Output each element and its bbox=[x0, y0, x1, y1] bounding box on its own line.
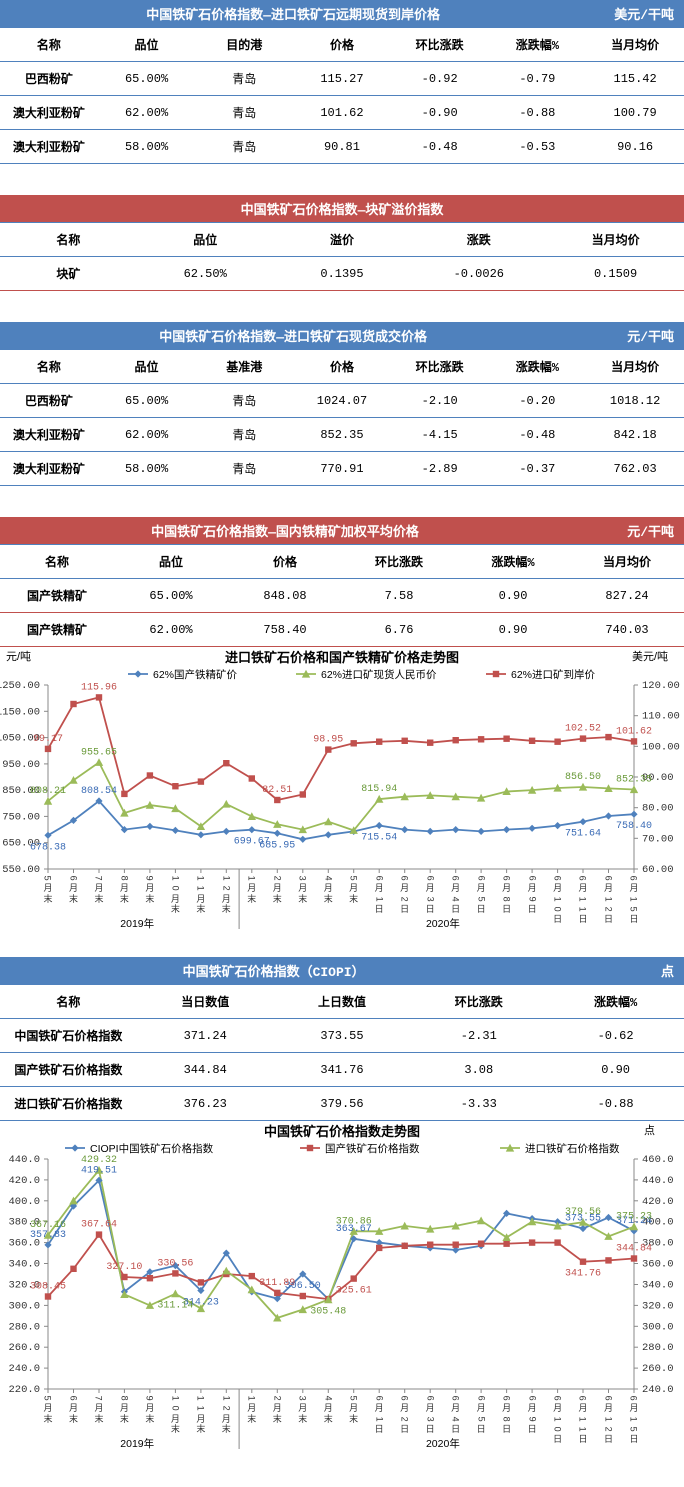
svg-text:260.0: 260.0 bbox=[8, 1342, 40, 1354]
svg-text:678.38: 678.38 bbox=[30, 842, 66, 853]
svg-text:308.45: 308.45 bbox=[30, 1282, 66, 1293]
svg-text:751.64: 751.64 bbox=[565, 829, 601, 840]
svg-text:440.0: 440.0 bbox=[642, 1175, 674, 1187]
svg-text:420.0: 420.0 bbox=[642, 1196, 674, 1208]
svg-text:1250.00: 1250.00 bbox=[0, 680, 40, 692]
svg-text:370.86: 370.86 bbox=[336, 1216, 372, 1227]
svg-text:101.62: 101.62 bbox=[616, 726, 652, 737]
svg-text:进口铁矿石价格指数: 进口铁矿石价格指数 bbox=[525, 1142, 620, 1155]
svg-text:460.0: 460.0 bbox=[642, 1154, 674, 1166]
svg-text:808.21: 808.21 bbox=[30, 786, 66, 797]
svg-text:305.48: 305.48 bbox=[310, 1307, 346, 1318]
svg-text:420.0: 420.0 bbox=[8, 1175, 40, 1187]
svg-text:62%进口矿现货人民币价: 62%进口矿现货人民币价 bbox=[321, 668, 437, 681]
svg-text:327.10: 327.10 bbox=[106, 1262, 142, 1273]
svg-text:808.54: 808.54 bbox=[81, 786, 117, 797]
svg-text:950.00: 950.00 bbox=[2, 759, 40, 771]
svg-text:856.50: 856.50 bbox=[565, 772, 601, 783]
svg-text:美元/吨: 美元/吨 bbox=[632, 650, 668, 663]
svg-text:80.00: 80.00 bbox=[642, 803, 674, 815]
svg-text:115.96: 115.96 bbox=[81, 682, 117, 693]
svg-text:元/吨: 元/吨 bbox=[6, 650, 31, 663]
svg-text:340.0: 340.0 bbox=[8, 1259, 40, 1271]
svg-text:中国铁矿石价格指数走势图: 中国铁矿石价格指数走势图 bbox=[264, 1124, 420, 1139]
svg-text:1150.00: 1150.00 bbox=[0, 706, 40, 718]
svg-text:852.35: 852.35 bbox=[616, 775, 652, 786]
svg-text:99.17: 99.17 bbox=[33, 734, 63, 745]
svg-text:815.94: 815.94 bbox=[361, 784, 397, 795]
svg-text:102.52: 102.52 bbox=[565, 724, 601, 735]
svg-text:311.14: 311.14 bbox=[157, 1301, 193, 1312]
svg-text:758.40: 758.40 bbox=[616, 821, 652, 832]
svg-text:699.67: 699.67 bbox=[234, 837, 270, 848]
svg-text:62%进口矿到岸价: 62%进口矿到岸价 bbox=[511, 668, 596, 681]
svg-text:325.61: 325.61 bbox=[336, 1286, 372, 1297]
svg-text:357.83: 357.83 bbox=[30, 1230, 66, 1241]
svg-text:379.56: 379.56 bbox=[565, 1207, 601, 1218]
svg-text:955.65: 955.65 bbox=[81, 747, 117, 758]
svg-text:429.32: 429.32 bbox=[81, 1155, 117, 1166]
svg-text:320.0: 320.0 bbox=[642, 1300, 674, 1312]
svg-text:400.0: 400.0 bbox=[8, 1196, 40, 1208]
svg-text:367.16: 367.16 bbox=[30, 1220, 66, 1231]
svg-text:CIOPI中国铁矿石价格指数: CIOPI中国铁矿石价格指数 bbox=[90, 1142, 214, 1155]
svg-text:750.00: 750.00 bbox=[2, 811, 40, 823]
svg-text:240.0: 240.0 bbox=[8, 1363, 40, 1375]
svg-text:280.0: 280.0 bbox=[8, 1321, 40, 1333]
svg-text:国产铁矿石价格指数: 国产铁矿石价格指数 bbox=[325, 1142, 420, 1155]
svg-text:进口铁矿石价格和国产铁精矿价格走势图: 进口铁矿石价格和国产铁精矿价格走势图 bbox=[225, 650, 459, 665]
svg-text:300.0: 300.0 bbox=[8, 1300, 40, 1312]
svg-text:344.84: 344.84 bbox=[616, 1244, 652, 1255]
svg-text:440.0: 440.0 bbox=[8, 1154, 40, 1166]
svg-text:311.89: 311.89 bbox=[259, 1278, 295, 1289]
svg-text:100.00: 100.00 bbox=[642, 741, 680, 753]
svg-text:375.23: 375.23 bbox=[616, 1212, 652, 1223]
svg-text:70.00: 70.00 bbox=[642, 833, 674, 845]
svg-text:82.51: 82.51 bbox=[262, 785, 292, 796]
svg-text:260.0: 260.0 bbox=[642, 1363, 674, 1375]
svg-text:300.0: 300.0 bbox=[642, 1321, 674, 1333]
svg-text:点: 点 bbox=[644, 1124, 655, 1137]
svg-text:360.0: 360.0 bbox=[642, 1259, 674, 1271]
svg-text:340.0: 340.0 bbox=[642, 1280, 674, 1292]
svg-text:330.56: 330.56 bbox=[157, 1258, 193, 1269]
svg-text:62%国产铁精矿价: 62%国产铁精矿价 bbox=[153, 668, 238, 681]
svg-text:280.0: 280.0 bbox=[642, 1342, 674, 1354]
svg-text:110.00: 110.00 bbox=[642, 711, 680, 723]
svg-text:98.95: 98.95 bbox=[313, 735, 343, 746]
svg-text:367.64: 367.64 bbox=[81, 1220, 117, 1231]
svg-text:419.51: 419.51 bbox=[81, 1165, 117, 1176]
svg-text:715.54: 715.54 bbox=[361, 833, 397, 844]
svg-text:341.76: 341.76 bbox=[565, 1269, 601, 1280]
svg-text:120.00: 120.00 bbox=[642, 680, 680, 692]
